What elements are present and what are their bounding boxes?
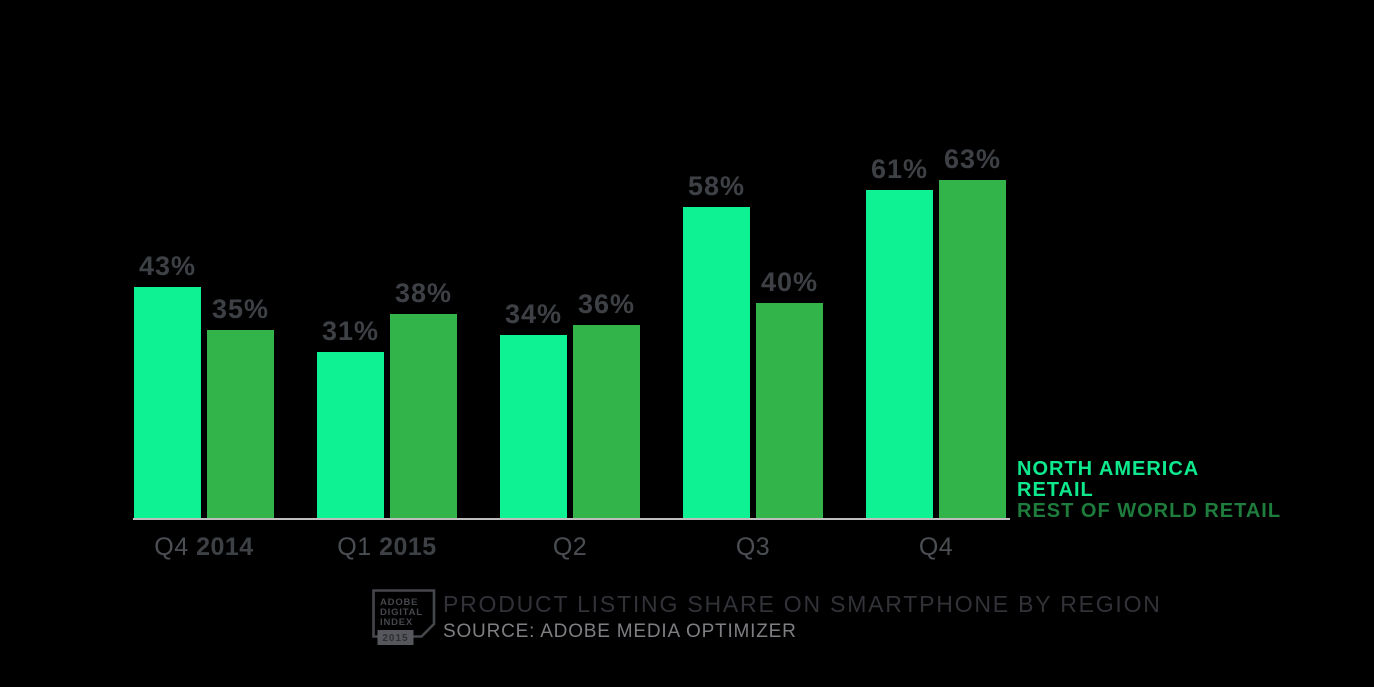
x-axis-line (133, 518, 1010, 520)
adobe-digital-index-logo: ADOBE DIGITAL INDEX 2015 (372, 589, 436, 645)
x-axis-quarter-label: Q1 (337, 533, 372, 561)
bar-north-america-retail-q2 (500, 335, 567, 518)
source-label: SOURCE: ADOBE MEDIA OPTIMIZER (443, 621, 797, 642)
legend-label-line: RETAIL (1017, 479, 1094, 501)
x-axis-quarter-label: Q3 (735, 533, 771, 561)
bar-value-label: 58% (687, 171, 746, 201)
x-axis-label: Q1 2015 (287, 533, 487, 562)
bar-rest-of-world-retail-q2 (573, 325, 640, 518)
bar-value-label: 31% (321, 316, 380, 346)
x-axis-label: Q4 2014 (104, 533, 304, 562)
bar-rest-of-world-retail-q4-2014 (207, 330, 274, 518)
logo-year-text: 2015 (382, 633, 408, 644)
bar-north-america-retail-q4-2014 (134, 287, 201, 518)
x-axis-quarter-label: Q2 (552, 533, 588, 561)
logo-text-digital: DIGITAL (380, 607, 423, 618)
logo-text-index: INDEX (380, 617, 413, 628)
logo-year-box (377, 630, 414, 645)
bar-value-label: 40% (760, 267, 819, 297)
bar-rest-of-world-retail-q1-2015 (390, 314, 457, 518)
bar-value-label: 63% (943, 144, 1002, 174)
bar-north-america-retail-q4 (866, 190, 933, 518)
x-axis-label: Q4 (836, 533, 1036, 562)
logo-text-adobe: ADOBE (380, 597, 418, 608)
bar-value-label: 43% (138, 251, 197, 281)
bar-north-america-retail-q1-2015 (317, 352, 384, 518)
x-axis-year-label: 2015 (371, 533, 437, 561)
bar-value-label: 35% (211, 294, 270, 324)
legend: NORTH AMERICA RETAIL REST OF WORLD RETAI… (1017, 459, 1281, 522)
x-axis-label: Q3 (653, 533, 853, 562)
bar-rest-of-world-retail-q3 (756, 303, 823, 518)
x-axis-quarter-label: Q4 (154, 533, 189, 561)
bar-value-label: 61% (870, 154, 929, 184)
bar-rest-of-world-retail-q4 (939, 180, 1006, 518)
legend-item-rest-of-world-retail: REST OF WORLD RETAIL (1017, 501, 1281, 522)
legend-label-line: REST OF WORLD RETAIL (1017, 500, 1282, 522)
legend-item-north-america-retail: NORTH AMERICA RETAIL (1017, 459, 1281, 501)
bar-value-label: 34% (504, 299, 563, 329)
bar-value-label: 38% (394, 278, 453, 308)
logo-shield-outline (372, 589, 436, 638)
bar-north-america-retail-q3 (683, 207, 750, 518)
x-axis-quarter-label: Q4 (918, 533, 954, 561)
x-axis-label: Q2 (470, 533, 670, 562)
bar-value-label: 36% (577, 289, 636, 319)
x-axis-year-label: 2014 (188, 533, 254, 561)
chart-title: PRODUCT LISTING SHARE ON SMARTPHONE BY R… (443, 591, 1162, 617)
legend-label-line: NORTH AMERICA (1017, 458, 1200, 480)
